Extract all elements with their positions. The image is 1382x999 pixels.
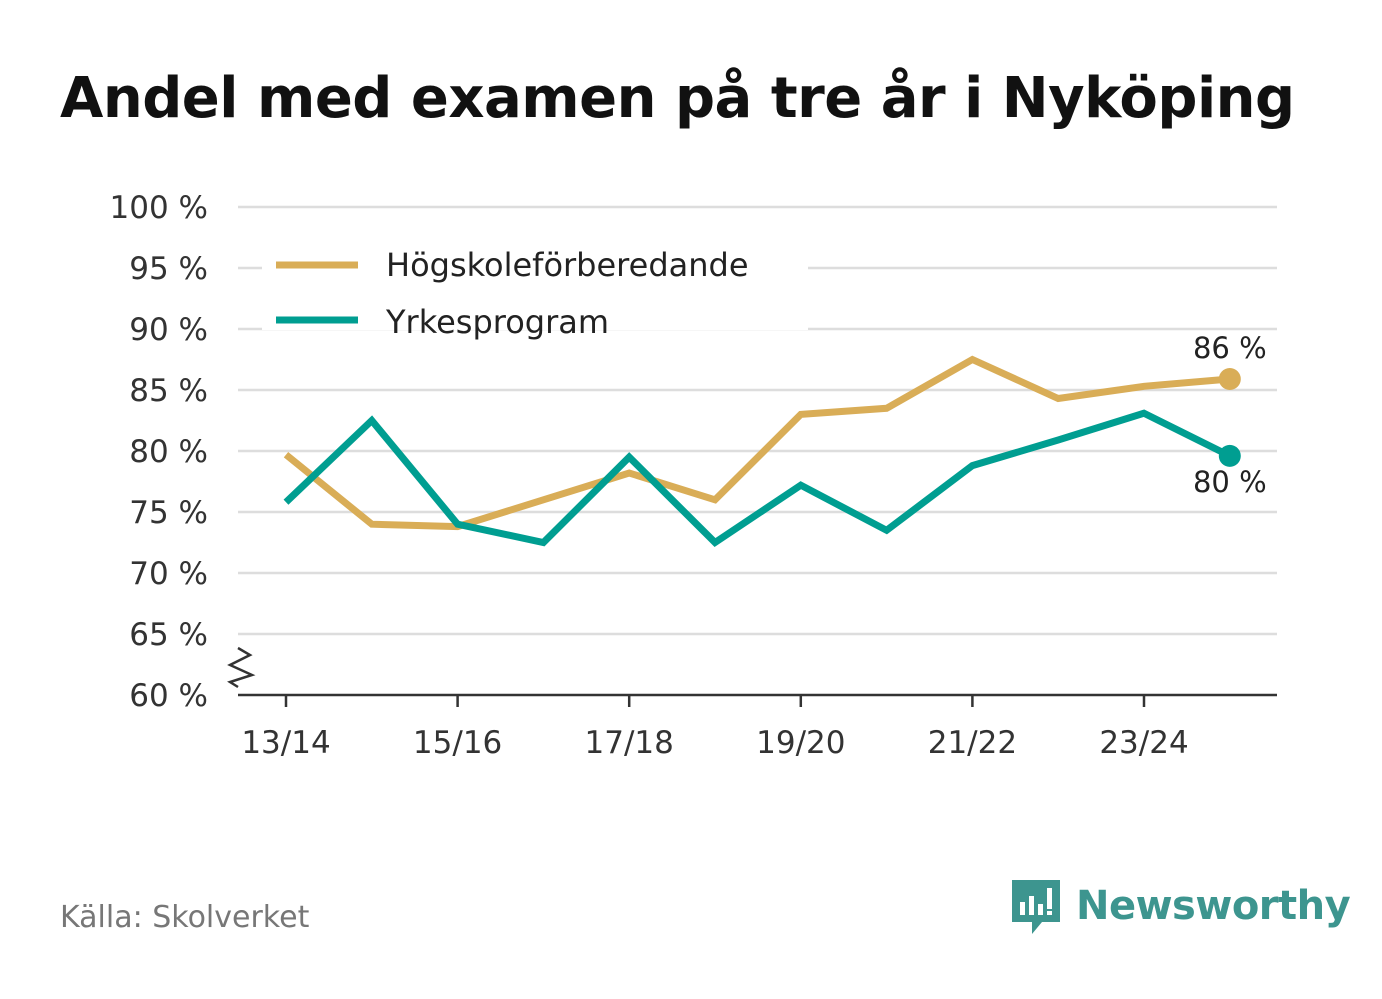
source-text: Källa: Skolverket bbox=[60, 900, 310, 935]
y-tick-label-95: 95 % bbox=[129, 251, 208, 287]
y-tick-label-85: 85 % bbox=[129, 373, 208, 409]
y-tick-label-80: 80 % bbox=[129, 434, 208, 470]
x-tick-label-17/18: 17/18 bbox=[585, 725, 674, 761]
end-label-hogskole: 86 % bbox=[1193, 331, 1267, 365]
y-tick-label-90: 90 % bbox=[129, 312, 208, 348]
newsworthy-icon bbox=[1012, 880, 1060, 934]
x-tick-label-21/22: 21/22 bbox=[928, 725, 1017, 761]
end-label-yrkes: 80 % bbox=[1193, 465, 1267, 499]
chart-title: Andel med examen på tre år i Nyköping bbox=[60, 66, 1295, 131]
y-tick-label-65: 65 % bbox=[129, 617, 208, 653]
x-tick-label-23/24: 23/24 bbox=[1099, 725, 1188, 761]
brand-name: Newsworthy bbox=[1076, 883, 1351, 929]
x-tick-label-19/20: 19/20 bbox=[756, 725, 845, 761]
x-tick-label-13/14: 13/14 bbox=[241, 725, 330, 761]
y-tick-label-100: 100 % bbox=[110, 190, 208, 226]
axis-break-mark bbox=[227, 646, 256, 689]
series-lines bbox=[283, 355, 1232, 548]
y-tick-label-60: 60 % bbox=[129, 678, 208, 714]
y-tick-label-70: 70 % bbox=[129, 556, 208, 592]
end-point-yrkes bbox=[1218, 444, 1241, 467]
series-line-yrkes bbox=[283, 409, 1232, 548]
legend-label-hogskole: Högskoleförberedande bbox=[386, 246, 749, 284]
legend-label-yrkes: Yrkesprogram bbox=[385, 303, 609, 341]
y-tick-label-75: 75 % bbox=[129, 495, 208, 531]
x-tick-label-15/16: 15/16 bbox=[413, 725, 502, 761]
brand-logo: Newsworthy bbox=[1010, 876, 1351, 936]
end-points: 86 % 80 % bbox=[1193, 331, 1267, 499]
legend: Högskoleförberedande Yrkesprogram bbox=[262, 238, 808, 341]
end-point-hogskole bbox=[1218, 368, 1241, 391]
y-axis-ticks: 60 % 65 % 70 % 75 % 80 % 85 % 90 % 95 % 100 % bbox=[110, 190, 208, 714]
series-line-hogskole bbox=[283, 355, 1231, 531]
x-axis: 13/14 15/16 17/18 19/20 21/22 23/24 bbox=[227, 646, 1277, 761]
legend-background bbox=[262, 238, 808, 330]
